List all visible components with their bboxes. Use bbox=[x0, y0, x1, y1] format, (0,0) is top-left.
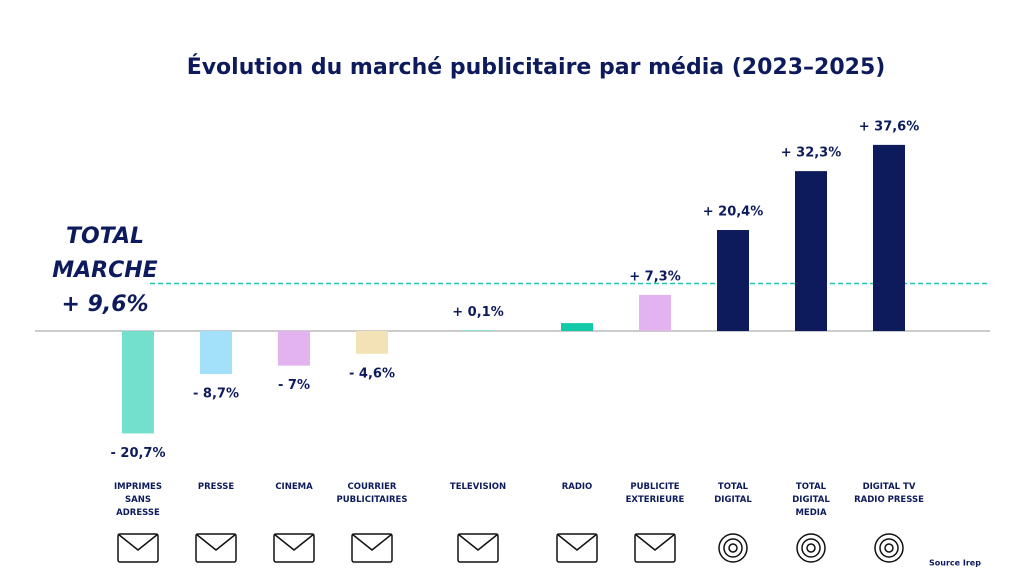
category-label: RADIO bbox=[561, 482, 593, 492]
category-label: CINEMA bbox=[275, 482, 313, 492]
bar bbox=[278, 331, 310, 366]
category-label: PUBLICITE EXTERIEURE bbox=[625, 482, 685, 505]
value-label: - 8,7% bbox=[193, 387, 239, 402]
value-label: - 7% bbox=[278, 378, 310, 393]
category-label: DIGITAL TV RADIO PRESSE bbox=[854, 482, 924, 505]
total-label: MARCHE bbox=[52, 258, 157, 283]
chart-title: Évolution du marché publicitaire par méd… bbox=[187, 54, 886, 80]
icon bbox=[556, 533, 598, 563]
icon bbox=[195, 533, 237, 563]
total-label: TOTAL bbox=[66, 224, 144, 249]
value-label: - 4,6% bbox=[349, 366, 395, 381]
value-label: + 37,6% bbox=[859, 119, 920, 134]
icon bbox=[874, 533, 904, 563]
value-label: + 0,1% bbox=[452, 305, 503, 320]
category-label: TELEVISION bbox=[449, 482, 507, 492]
category-label: IMPRIMES SANS ADRESSE bbox=[114, 482, 162, 518]
bar bbox=[122, 331, 154, 434]
bar bbox=[356, 331, 388, 354]
category-label: TOTAL DIGITAL bbox=[714, 482, 752, 505]
value-label: + 20,4% bbox=[703, 205, 764, 220]
bar bbox=[639, 294, 671, 331]
category-label: PRESSE bbox=[197, 482, 235, 492]
icon bbox=[273, 533, 315, 563]
total-value: + 9,6% bbox=[61, 292, 148, 317]
value-label: + 7,3% bbox=[629, 269, 680, 284]
icon bbox=[718, 533, 748, 563]
value-label: + 32,3% bbox=[781, 146, 842, 161]
value-label: - 20,7% bbox=[110, 446, 165, 461]
icon bbox=[457, 533, 499, 563]
bar bbox=[795, 171, 827, 331]
icon bbox=[351, 533, 393, 563]
bar bbox=[200, 331, 232, 375]
bar bbox=[717, 230, 749, 331]
icon bbox=[634, 533, 676, 563]
category-label: TOTAL DIGITAL MEDIA bbox=[792, 482, 830, 518]
icon bbox=[117, 533, 159, 563]
category-label: COURRIER PUBLICITAIRES bbox=[336, 482, 408, 505]
icon bbox=[796, 533, 826, 563]
source: Source Irep bbox=[929, 559, 981, 568]
bar bbox=[873, 144, 905, 331]
bar bbox=[561, 323, 593, 331]
